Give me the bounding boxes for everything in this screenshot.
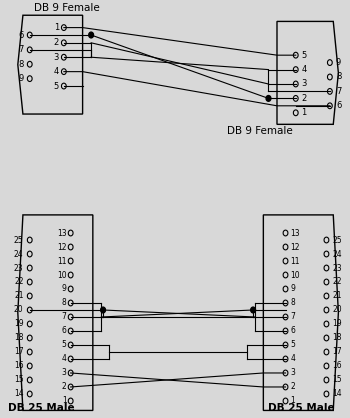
- Text: 6: 6: [62, 326, 66, 336]
- Text: 3: 3: [62, 369, 66, 377]
- Text: 11: 11: [57, 257, 66, 265]
- Text: 18: 18: [332, 334, 342, 342]
- Text: 25: 25: [332, 235, 342, 245]
- Text: 20: 20: [14, 306, 23, 314]
- Text: 2: 2: [290, 382, 295, 392]
- Text: 21: 21: [332, 291, 342, 301]
- Text: 6: 6: [18, 31, 23, 40]
- Text: 19: 19: [14, 319, 23, 329]
- Text: 16: 16: [14, 362, 23, 370]
- Text: 21: 21: [14, 291, 23, 301]
- Text: 9: 9: [290, 285, 295, 293]
- Text: 5: 5: [54, 82, 59, 91]
- Text: 1: 1: [54, 23, 59, 32]
- Text: 22: 22: [332, 278, 342, 286]
- Text: 24: 24: [332, 250, 342, 258]
- Text: 22: 22: [14, 278, 23, 286]
- Text: 13: 13: [57, 229, 66, 237]
- Text: 5: 5: [301, 51, 307, 60]
- Text: DB 25 Male: DB 25 Male: [8, 403, 75, 413]
- Text: 12: 12: [57, 242, 66, 252]
- Text: 25: 25: [14, 235, 23, 245]
- Circle shape: [101, 307, 105, 313]
- Text: 13: 13: [290, 229, 300, 237]
- Text: 4: 4: [301, 65, 307, 74]
- Text: 4: 4: [62, 354, 66, 364]
- Text: 7: 7: [290, 313, 295, 321]
- Text: 4: 4: [290, 354, 295, 364]
- Text: 2: 2: [54, 38, 59, 47]
- Text: 7: 7: [336, 87, 341, 96]
- Text: DB 9 Female: DB 9 Female: [34, 3, 100, 13]
- Text: 23: 23: [332, 263, 342, 273]
- Text: 9: 9: [336, 58, 341, 67]
- Text: 18: 18: [14, 334, 23, 342]
- Text: 7: 7: [18, 45, 23, 54]
- Text: DB 9 Female: DB 9 Female: [227, 126, 293, 136]
- Text: 3: 3: [301, 79, 307, 89]
- Text: 6: 6: [290, 326, 295, 336]
- Text: 1: 1: [62, 396, 66, 405]
- Text: 8: 8: [18, 60, 23, 69]
- Text: 3: 3: [290, 369, 295, 377]
- Text: 2: 2: [301, 94, 307, 103]
- Text: 9: 9: [62, 285, 66, 293]
- Text: 14: 14: [14, 390, 23, 398]
- Text: 17: 17: [332, 347, 342, 357]
- Text: 24: 24: [14, 250, 23, 258]
- Text: 1: 1: [301, 108, 307, 117]
- Text: 14: 14: [332, 390, 342, 398]
- Text: 8: 8: [290, 298, 295, 308]
- Text: 16: 16: [332, 362, 342, 370]
- Text: 1: 1: [290, 396, 295, 405]
- Text: 7: 7: [62, 313, 66, 321]
- Text: 11: 11: [290, 257, 300, 265]
- Text: 6: 6: [336, 101, 341, 110]
- Text: 15: 15: [14, 375, 23, 385]
- Text: 23: 23: [14, 263, 23, 273]
- Text: 9: 9: [18, 74, 23, 83]
- Text: 17: 17: [14, 347, 23, 357]
- Text: 4: 4: [54, 67, 59, 76]
- Text: 15: 15: [332, 375, 342, 385]
- Text: 5: 5: [62, 341, 66, 349]
- Text: 8: 8: [62, 298, 66, 308]
- Circle shape: [89, 32, 93, 38]
- Text: 8: 8: [336, 72, 341, 82]
- Text: 10: 10: [290, 270, 300, 280]
- Text: 3: 3: [54, 53, 59, 62]
- Text: 2: 2: [62, 382, 66, 392]
- Text: 12: 12: [290, 242, 300, 252]
- Text: 5: 5: [290, 341, 295, 349]
- Text: 19: 19: [332, 319, 342, 329]
- Text: 20: 20: [332, 306, 342, 314]
- Text: 10: 10: [57, 270, 66, 280]
- Circle shape: [251, 307, 256, 313]
- Text: DB 25 Male: DB 25 Male: [267, 403, 334, 413]
- Circle shape: [266, 96, 271, 101]
